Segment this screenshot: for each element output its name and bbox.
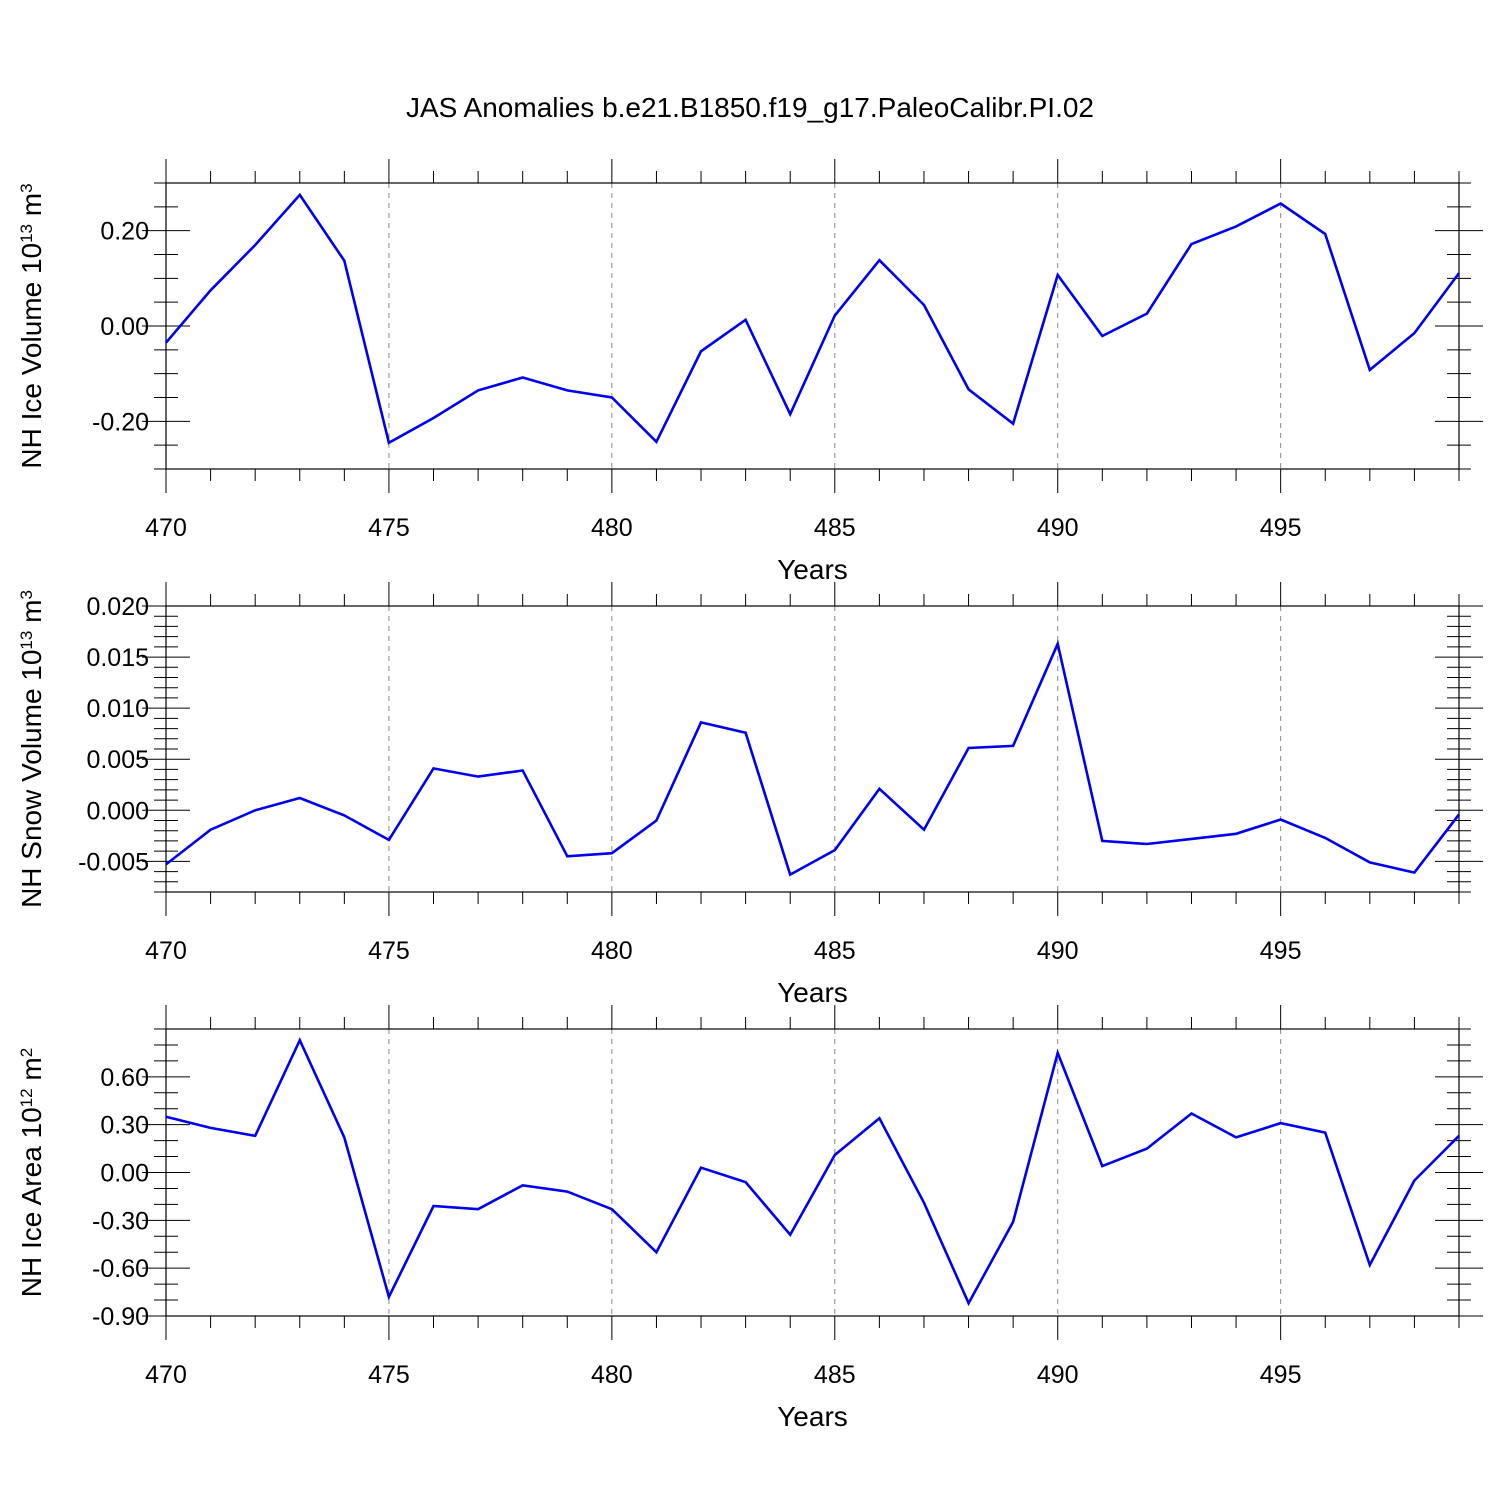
x-tick-label: 470 [145, 937, 187, 965]
y-tick-label: 0.60 [100, 1064, 149, 1092]
x-axis-label: Years [777, 977, 848, 1008]
y-tick-label: 0.005 [86, 746, 149, 774]
plot-frame [165, 182, 1460, 470]
x-tick-label: 490 [1037, 937, 1079, 965]
series-line [165, 192, 1461, 445]
y-tick-label: -0.005 [78, 848, 149, 876]
x-tick-label: 495 [1260, 514, 1302, 542]
y-tick-label: 0.015 [86, 644, 149, 672]
y-axis-label-unit-exponent: 3 [17, 183, 36, 192]
plot-frame [165, 605, 1460, 893]
y-axis-label-unit-exponent: 3 [17, 590, 36, 599]
y-axis-label-exponent: 13 [17, 224, 36, 243]
x-tick-label: 475 [368, 1361, 410, 1389]
y-axis-label: NH Ice Volume 1013 m3 [16, 183, 47, 468]
x-tick-label: 480 [591, 1361, 633, 1389]
x-tick-label: 485 [814, 1361, 856, 1389]
y-axis-label-exponent: 13 [17, 631, 36, 650]
y-tick-label: 0.010 [86, 695, 149, 723]
y-axis-label-unit: m [16, 1057, 47, 1088]
y-axis-label-text: NH Snow Volume 10 [16, 650, 47, 908]
x-tick-label: 485 [814, 937, 856, 965]
chart-title: JAS Anomalies b.e21.B1850.f19_g17.PaleoC… [405, 92, 1095, 123]
y-tick-label: 0.000 [86, 797, 149, 825]
x-tick-label: 475 [368, 937, 410, 965]
y-axis-label: NH Snow Volume 1013 m3 [16, 590, 47, 908]
series-line [165, 639, 1461, 877]
x-axis-label: Years [777, 1401, 848, 1432]
chart-panel-3: 470 475 480 485 490 495 -0.90 -0.60 -0.30 0.00 0.3… [16, 1005, 1483, 1432]
y-axis-label-exponent: 12 [17, 1088, 36, 1107]
x-tick-label: 490 [1037, 1361, 1079, 1389]
y-tick-label: 0.20 [100, 218, 149, 246]
y-axis-label-text: NH Ice Volume 10 [16, 243, 47, 469]
y-axis-label-unit: m [16, 193, 47, 224]
chart-panel-2: 470 475 480 485 490 495 -0.005 0.000 0.005 0.010 0… [16, 582, 1483, 1008]
x-tick-label: 495 [1260, 1361, 1302, 1389]
chart-panel-1: 470 475 480 485 490 495 -0.20 0.00 0.20 Years NH I… [16, 159, 1483, 585]
y-tick-label: 0.020 [86, 593, 149, 621]
y-tick-label: 0.00 [100, 313, 149, 341]
x-axis-label: Years [777, 554, 848, 585]
y-axis-label-unit: m [16, 600, 47, 631]
x-tick-label: 495 [1260, 937, 1302, 965]
plot-frame [165, 1028, 1460, 1317]
y-tick-label: 0.00 [100, 1160, 149, 1188]
x-tick-label: 470 [145, 514, 187, 542]
x-tick-label: 475 [368, 514, 410, 542]
y-tick-label: 0.30 [100, 1112, 149, 1140]
y-axis-label-text: NH Ice Area 10 [16, 1107, 47, 1297]
x-tick-label: 485 [814, 514, 856, 542]
y-tick-label: -0.30 [92, 1207, 149, 1235]
x-tick-label: 470 [145, 1361, 187, 1389]
x-tick-label: 480 [591, 937, 633, 965]
x-tick-label: 480 [591, 514, 633, 542]
y-axis-label-unit-exponent: 2 [17, 1048, 36, 1057]
y-axis-label: NH Ice Area 1012 m2 [16, 1048, 47, 1297]
y-tick-label: -0.20 [92, 408, 149, 436]
y-tick-label: -0.60 [92, 1255, 149, 1283]
series-line [165, 1037, 1460, 1307]
x-tick-label: 490 [1037, 514, 1079, 542]
y-tick-label: -0.90 [92, 1303, 149, 1331]
